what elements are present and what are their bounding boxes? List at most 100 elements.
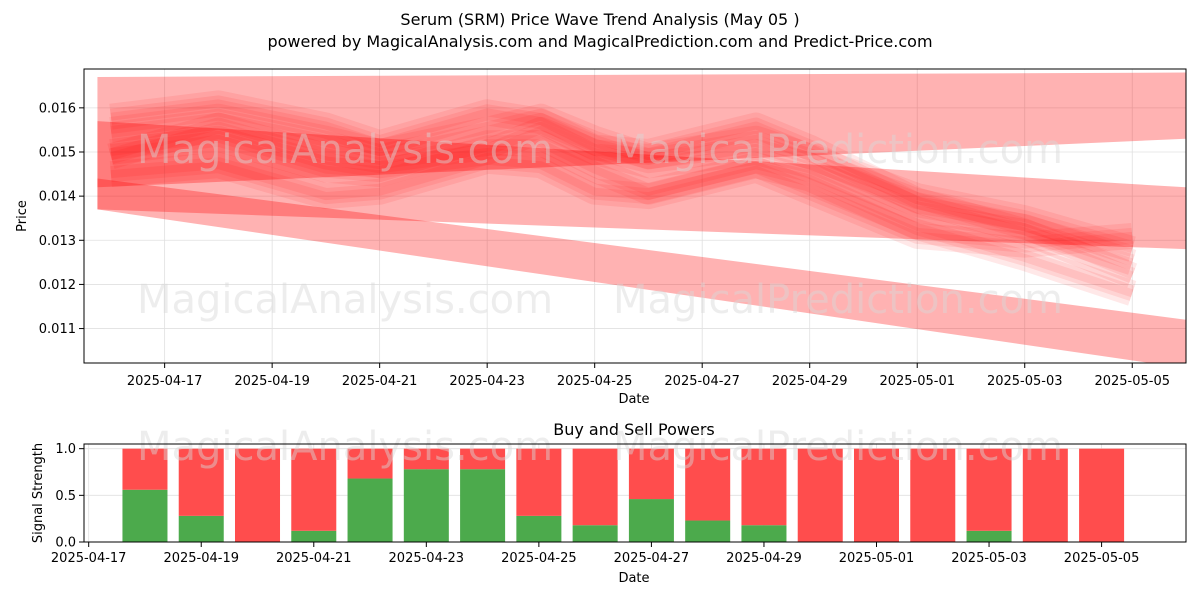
- y-tick-label: 1.0: [55, 442, 76, 457]
- sell-bar: [347, 448, 393, 479]
- signal-bars: [122, 448, 1125, 542]
- watermark-analysis: MagicalAnalysis.com: [137, 424, 553, 470]
- sell-bar: [572, 448, 618, 526]
- x-tick-label: 2025-04-25: [501, 551, 577, 566]
- buy-bar: [178, 515, 224, 542]
- x-tick-label: 2025-05-01: [839, 551, 915, 566]
- x-tick-label: 2025-05-03: [987, 374, 1063, 389]
- price-x-ticks: 2025-04-17 2025-04-19 2025-04-21 2025-04-23…: [127, 363, 1170, 389]
- wave-series: [107, 90, 1138, 306]
- sell-bar: [516, 448, 562, 516]
- y-tick-label: 0.015: [39, 145, 76, 160]
- x-tick-label: 2025-04-27: [614, 551, 690, 566]
- watermark-analysis: MagicalAnalysis.com: [137, 127, 553, 173]
- sell-bar: [853, 448, 900, 542]
- sell-bar: [797, 448, 843, 542]
- signal-plot-frame: [83, 443, 1187, 543]
- buy-bar: [403, 469, 449, 542]
- signal-panel: Buy and Sell Powers MagicalAnalysis.com …: [31, 420, 1187, 586]
- y-tick-label: 0.016: [39, 101, 76, 116]
- x-tick-label: 2025-05-03: [951, 551, 1027, 566]
- signal-y-axis-label: Signal Strength: [31, 443, 46, 543]
- signal-panel-title: Buy and Sell Powers: [553, 420, 715, 439]
- wave-series-4: [109, 95, 1136, 284]
- wave-series-3: [110, 156, 1133, 249]
- buy-bar: [685, 520, 731, 542]
- signal-y-ticks: 0.0 0.5 1.0: [55, 442, 84, 551]
- buy-bar: [122, 489, 168, 542]
- watermark-analysis: MagicalAnalysis.com: [137, 277, 553, 323]
- buy-bar: [347, 478, 393, 542]
- sell-bar: [403, 448, 449, 470]
- trend-bands: [97, 72, 1186, 363]
- y-tick-label: 0.0: [55, 536, 76, 551]
- sell-bar: [910, 448, 956, 542]
- x-tick-label: 2025-04-19: [163, 551, 239, 566]
- y-tick-label: 0.013: [39, 234, 76, 249]
- sell-bar: [628, 448, 674, 500]
- x-tick-label: 2025-04-23: [449, 374, 525, 389]
- x-tick-label: 2025-04-25: [557, 374, 633, 389]
- trend-band-1: [97, 72, 1186, 188]
- wave-series-1: [110, 112, 1134, 253]
- wave-series-2: [109, 125, 1137, 306]
- x-tick-label: 2025-04-19: [234, 374, 310, 389]
- wave-series-5: [108, 117, 1135, 270]
- wave-series-2: [110, 134, 1134, 298]
- sell-bar: [1079, 448, 1125, 542]
- x-tick-label: 2025-05-05: [1064, 551, 1140, 566]
- watermark-prediction: MagicalPrediction.com: [613, 424, 1063, 470]
- x-tick-label: 2025-04-29: [772, 374, 848, 389]
- sell-bar: [685, 448, 731, 521]
- wave-series-1: [109, 108, 1135, 257]
- y-tick-label: 0.5: [55, 489, 76, 504]
- x-tick-label: 2025-04-17: [127, 374, 203, 389]
- buy-bar: [291, 530, 337, 542]
- wave-series-5: [109, 121, 1134, 267]
- price-grid: [84, 69, 1186, 363]
- chart-subtitle: powered by MagicalAnalysis.com and Magic…: [267, 32, 932, 51]
- buy-bar: [572, 525, 618, 542]
- sell-bar: [460, 448, 506, 470]
- wave-series-4: [109, 90, 1138, 288]
- chart-title: Serum (SRM) Price Wave Trend Analysis (M…: [400, 10, 799, 29]
- sell-bar: [234, 448, 281, 542]
- sell-bar: [178, 448, 224, 516]
- y-tick-label: 0.012: [39, 278, 76, 293]
- x-tick-label: 2025-05-05: [1094, 374, 1170, 389]
- wave-series-3: [110, 152, 1133, 253]
- buy-bar: [460, 469, 506, 542]
- sell-bar: [122, 448, 168, 490]
- buy-bar: [741, 525, 787, 542]
- trend-band-3: [97, 178, 1186, 363]
- x-tick-label: 2025-04-17: [51, 551, 127, 566]
- y-tick-label: 0.014: [39, 190, 76, 205]
- x-tick-label: 2025-05-01: [879, 374, 955, 389]
- sell-bar: [966, 448, 1012, 531]
- wave-series-4: [110, 99, 1134, 280]
- signal-x-axis-label: Date: [618, 571, 649, 586]
- x-tick-label: 2025-04-27: [664, 374, 740, 389]
- wave-series-2: [109, 130, 1135, 301]
- trend-band-2: [97, 121, 1186, 250]
- price-y-ticks: 0.011 0.012 0.013 0.014 0.015 0.016: [39, 101, 84, 337]
- price-watermarks: MagicalAnalysis.com MagicalPrediction.co…: [137, 127, 1063, 323]
- wave-series-5: [107, 112, 1137, 275]
- y-tick-label: 0.011: [39, 322, 76, 337]
- x-tick-label: 2025-04-23: [389, 551, 465, 566]
- sell-bar: [291, 448, 337, 531]
- buy-bar: [966, 530, 1012, 542]
- price-panel: MagicalAnalysis.com MagicalPrediction.co…: [15, 68, 1187, 407]
- buy-bar: [516, 515, 562, 542]
- sell-bar: [741, 448, 787, 526]
- watermark-prediction: MagicalPrediction.com: [613, 277, 1063, 323]
- price-y-axis-label: Price: [15, 200, 30, 232]
- signal-watermarks: MagicalAnalysis.com MagicalPrediction.co…: [137, 424, 1063, 470]
- buy-bar: [628, 499, 674, 542]
- wave-series-1: [109, 103, 1136, 262]
- signal-x-ticks: 2025-04-17 2025-04-19 2025-04-21 2025-04-23…: [51, 542, 1139, 566]
- x-tick-label: 2025-04-21: [342, 374, 418, 389]
- x-tick-label: 2025-04-21: [276, 551, 352, 566]
